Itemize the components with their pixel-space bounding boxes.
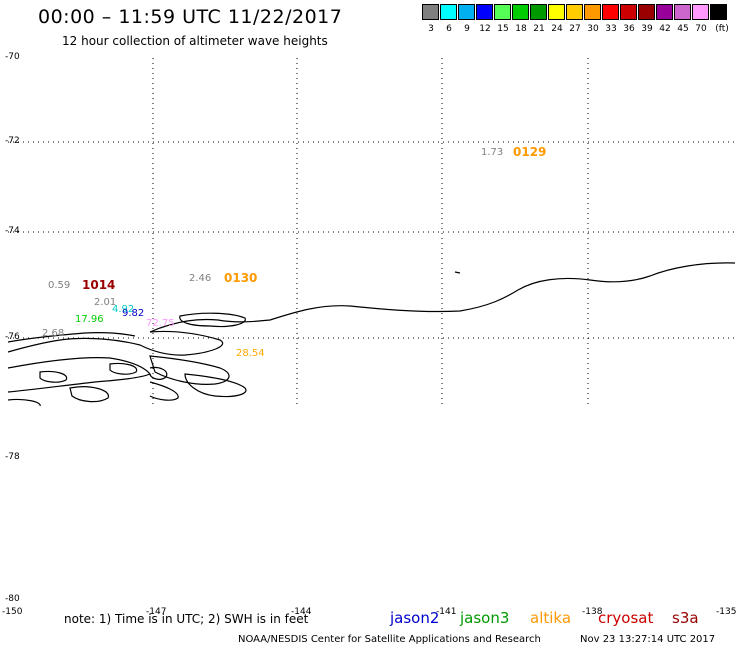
wave-height-value: 0.59 — [48, 280, 71, 291]
legend-label: 9 — [464, 24, 470, 34]
legend-label: 36 — [623, 24, 635, 34]
map-subtitle: 12 hour collection of altimeter wave hei… — [62, 34, 328, 48]
legend-swatch — [620, 4, 637, 20]
map-title: 00:00 – 11:59 UTC 11/22/2017 — [38, 6, 343, 28]
wave-height-value: 9.82 — [122, 308, 145, 319]
legend-label: 15 — [497, 24, 509, 34]
legend-swatch — [656, 4, 673, 20]
legend-label: 39 — [641, 24, 653, 34]
legend-label: 45 — [677, 24, 689, 34]
latitude-label: -74 — [5, 226, 20, 236]
legend-swatch — [602, 4, 619, 20]
wave-height-value: 1.73 — [481, 147, 504, 158]
longitude-label: -150 — [2, 607, 23, 617]
legend-label: 27 — [569, 24, 581, 34]
generation-timestamp: Nov 23 13:27:14 UTC 2017 — [580, 634, 716, 645]
graticule — [8, 58, 735, 406]
wave-height-value: 2.68 — [42, 328, 65, 339]
legend-swatch — [692, 4, 709, 20]
legend-label: 21 — [533, 24, 545, 34]
legend-swatch — [548, 4, 565, 20]
latitude-label: -70 — [5, 52, 20, 62]
legend-label: 12 — [479, 24, 491, 34]
legend-swatch — [512, 4, 529, 20]
legend-swatch — [638, 4, 655, 20]
satellite-label-s3a: s3a — [672, 609, 699, 627]
latitude-label: -78 — [5, 452, 20, 462]
wave-height-value: 17.96 — [75, 314, 104, 325]
legend-label: 33 — [605, 24, 617, 34]
longitude-label: -147 — [146, 607, 167, 617]
wave-height-value: 72.75 — [146, 318, 175, 329]
legend-swatch — [710, 4, 727, 20]
legend-label: 24 — [551, 24, 563, 34]
legend-label: 3 — [428, 24, 434, 34]
legend-swatch — [530, 4, 547, 20]
credit-line: NOAA/NESDIS Center for Satellite Applica… — [238, 634, 541, 645]
legend-unit: (ft) — [715, 24, 729, 34]
longitude-label: -135 — [716, 607, 737, 617]
latitude-label: -76 — [5, 332, 20, 342]
legend-swatch — [674, 4, 691, 20]
satellite-label-jason3: jason3 — [460, 609, 510, 627]
wave-height-value: 2.46 — [189, 273, 212, 284]
legend-label: 42 — [659, 24, 671, 34]
legend-swatch — [494, 4, 511, 20]
satellite-label-altika: altika — [530, 609, 572, 627]
observation-time: 1014 — [82, 278, 116, 292]
observation-time: 0130 — [224, 271, 258, 285]
satellite-label-jason2: jason2 — [390, 609, 440, 627]
coastline — [7, 262, 736, 407]
legend-swatch — [422, 4, 439, 20]
longitude-label: -138 — [582, 607, 603, 617]
legend-swatch — [440, 4, 457, 20]
wave-height-value: 28.54 — [236, 348, 265, 359]
legend-label: 70 — [695, 24, 707, 34]
wave-height-value: 2.01 — [94, 297, 117, 308]
satellite-label-cryosat: cryosat — [598, 609, 654, 627]
legend-swatch — [566, 4, 583, 20]
longitude-label: -141 — [436, 607, 457, 617]
wave-height-value: 4.92 — [112, 304, 135, 315]
footer-note: note: 1) Time is in UTC; 2) SWH is in fe… — [64, 612, 309, 626]
legend-label: 6 — [446, 24, 452, 34]
observation-time: 0129 — [513, 145, 547, 159]
legend-swatch — [476, 4, 493, 20]
longitude-label: -144 — [291, 607, 312, 617]
legend-swatch — [584, 4, 601, 20]
latitude-label: -72 — [5, 136, 20, 146]
legend-label: 18 — [515, 24, 527, 34]
latitude-label: -80 — [5, 594, 20, 604]
legend-swatch — [458, 4, 475, 20]
legend-label: 30 — [587, 24, 599, 34]
